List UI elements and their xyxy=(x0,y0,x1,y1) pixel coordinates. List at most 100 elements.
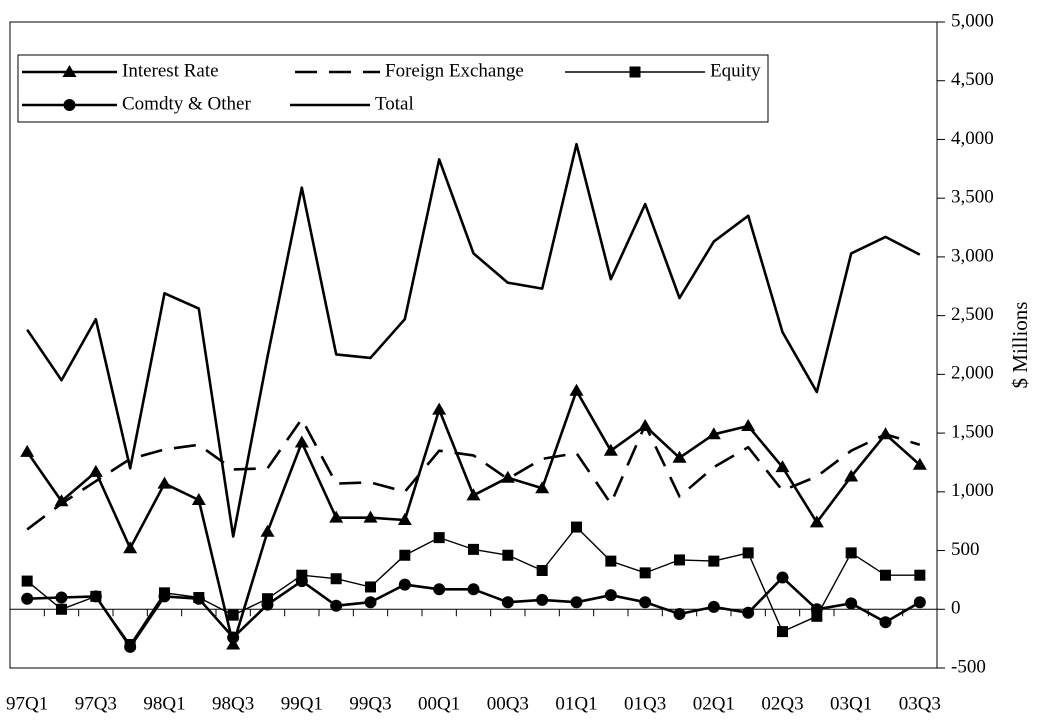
marker xyxy=(810,603,823,616)
marker xyxy=(569,383,584,396)
x-tick-label: 00Q1 xyxy=(418,693,460,714)
marker xyxy=(157,476,172,489)
marker xyxy=(809,515,824,528)
marker xyxy=(913,596,926,609)
marker xyxy=(845,547,857,559)
marker xyxy=(124,640,137,653)
x-tick-label: 98Q3 xyxy=(212,693,254,714)
marker xyxy=(914,569,926,581)
marker xyxy=(674,554,685,566)
marker xyxy=(295,575,308,588)
marker xyxy=(398,578,411,591)
marker xyxy=(399,549,411,561)
marker xyxy=(775,460,790,473)
marker xyxy=(603,443,618,456)
plot-frame xyxy=(9,21,938,669)
marker xyxy=(20,444,35,457)
marker xyxy=(227,631,240,644)
y-tick-label: 5,000 xyxy=(951,10,994,31)
marker xyxy=(88,464,103,477)
marker xyxy=(21,592,34,605)
marker xyxy=(158,590,171,603)
marker xyxy=(776,571,789,584)
x-tick-label: 99Q1 xyxy=(281,693,323,714)
marker xyxy=(432,402,447,415)
marker xyxy=(330,573,342,585)
y-tick-label: 0 xyxy=(951,598,961,619)
x-tick-label: 03Q1 xyxy=(830,693,872,714)
marker xyxy=(742,606,755,619)
marker xyxy=(880,569,891,581)
marker xyxy=(123,541,138,554)
x-tick-label: 01Q1 xyxy=(555,693,597,714)
y-tick-label: 3,000 xyxy=(951,245,994,266)
y-tick-label: 1,000 xyxy=(951,480,994,501)
x-tick-label: 98Q1 xyxy=(143,693,185,714)
marker xyxy=(844,469,859,482)
marker xyxy=(707,600,720,613)
marker xyxy=(363,510,378,523)
marker xyxy=(227,609,239,621)
y-tick-label: 4,500 xyxy=(951,69,994,90)
marker xyxy=(502,549,514,561)
marker xyxy=(365,581,376,593)
marker xyxy=(330,599,343,612)
y-tick-label: 4,000 xyxy=(951,128,994,149)
x-tick-label: 03Q3 xyxy=(899,693,941,714)
marker xyxy=(191,493,206,506)
series-line xyxy=(26,389,921,646)
marker xyxy=(639,567,651,579)
marker xyxy=(397,513,412,526)
marker xyxy=(570,596,583,609)
legend-label: Total xyxy=(375,93,414,114)
marker xyxy=(192,592,205,605)
marker xyxy=(629,66,641,78)
legend-label: Equity xyxy=(710,60,761,81)
marker xyxy=(21,575,33,587)
y-tick-label: 2,500 xyxy=(951,304,994,325)
y-tick-label: 2,000 xyxy=(951,363,994,384)
y-tick-label: 3,500 xyxy=(951,187,994,208)
legend-box xyxy=(17,54,769,123)
x-tick-label: 02Q3 xyxy=(761,693,803,714)
marker xyxy=(62,65,77,77)
marker xyxy=(501,596,514,609)
marker xyxy=(467,583,480,596)
marker xyxy=(605,555,617,567)
marker xyxy=(742,547,754,559)
marker xyxy=(364,596,377,609)
marker xyxy=(89,590,102,603)
marker xyxy=(54,494,69,507)
marker xyxy=(536,593,549,606)
series-line xyxy=(26,417,921,531)
y-axis-label: $ Millions xyxy=(1008,302,1032,389)
y-tick-label: 1,500 xyxy=(951,421,994,442)
marker xyxy=(535,481,550,494)
marker xyxy=(468,543,479,555)
marker xyxy=(706,427,721,440)
marker xyxy=(708,555,720,567)
x-tick-label: 02Q1 xyxy=(693,693,735,714)
marker xyxy=(604,589,617,602)
marker xyxy=(673,607,686,620)
marker xyxy=(777,626,788,638)
y-tick-label: -500 xyxy=(951,656,986,677)
legend-label: Foreign Exchange xyxy=(385,60,524,81)
marker xyxy=(294,435,309,448)
marker xyxy=(845,597,858,610)
series-line xyxy=(26,142,921,538)
marker xyxy=(55,591,68,604)
marker xyxy=(260,524,275,537)
marker xyxy=(811,610,823,622)
legend-label: Comdty & Other xyxy=(122,93,251,114)
marker xyxy=(500,470,515,483)
marker xyxy=(329,510,344,523)
x-tick-label: 00Q3 xyxy=(487,693,529,714)
marker xyxy=(63,99,76,111)
x-tick-label: 97Q1 xyxy=(6,693,48,714)
legend-label: Interest Rate xyxy=(122,60,219,81)
marker xyxy=(879,616,892,629)
marker xyxy=(433,583,446,596)
marker xyxy=(672,450,687,463)
